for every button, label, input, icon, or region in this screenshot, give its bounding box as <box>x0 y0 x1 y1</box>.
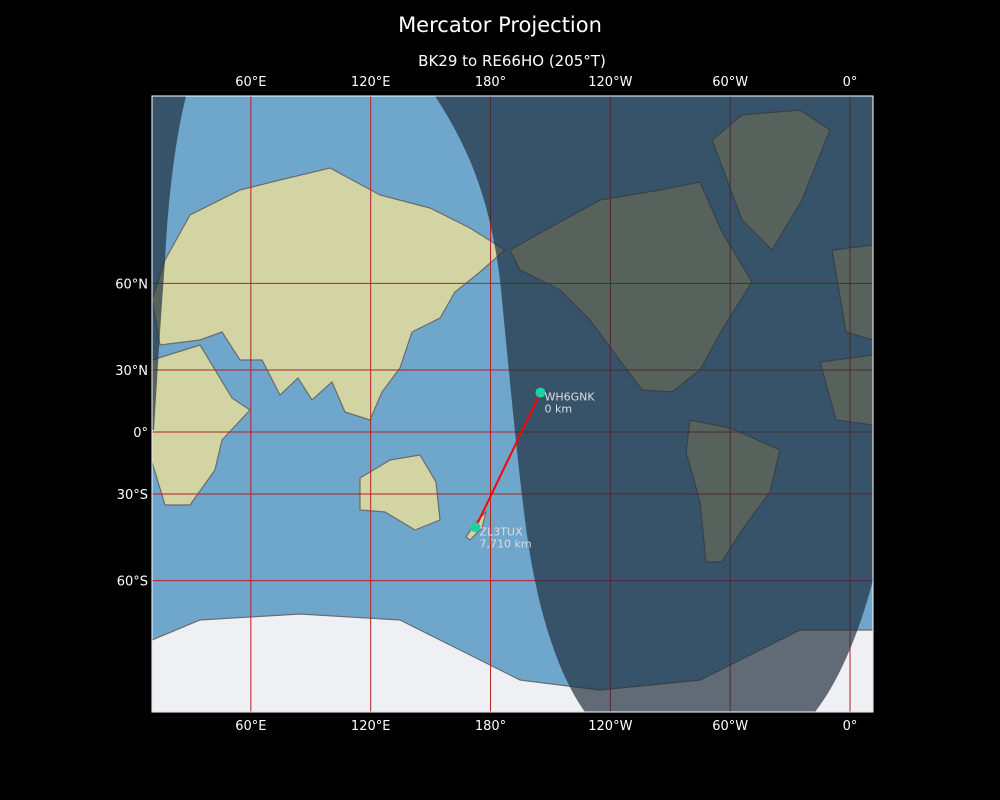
map-frame <box>151 95 874 713</box>
lat-tick-label: 30°S <box>117 488 148 503</box>
lon-tick-label-bottom: 120°W <box>588 719 632 734</box>
lon-tick-label-top: 0° <box>843 75 858 90</box>
lon-tick-label-bottom: 180° <box>475 719 506 734</box>
lon-tick-label-top: 60°W <box>712 75 748 90</box>
lon-tick-label-bottom: 60°E <box>235 719 266 734</box>
station-distance: 7,710 km <box>480 537 532 550</box>
station-marker <box>470 522 481 533</box>
lon-tick-label-bottom: 60°W <box>712 719 748 734</box>
chart-title: Mercator Projection <box>398 13 602 37</box>
night-shading <box>152 96 873 712</box>
lon-tick-label-bottom: 0° <box>843 719 858 734</box>
lat-tick-label: 60°S <box>117 575 148 590</box>
lon-tick-label-bottom: 120°E <box>351 719 391 734</box>
landmass-australia <box>359 454 441 531</box>
lon-tick-label-top: 120°E <box>351 75 391 90</box>
lat-tick-label: 30°N <box>115 364 148 379</box>
great-circle-path <box>474 392 542 528</box>
landmass-africa <box>152 344 251 506</box>
station-callsign: WH6GNK <box>544 391 595 404</box>
station-distance: 0 km <box>544 403 572 416</box>
lat-tick-label: 0° <box>133 426 148 441</box>
lon-tick-label-top: 180° <box>475 75 506 90</box>
lon-tick-label-top: 60°E <box>235 75 266 90</box>
station-marker <box>535 387 546 398</box>
lat-tick-label: 60°N <box>115 277 148 292</box>
station-callsign: ZL3TUX <box>480 525 523 538</box>
lon-tick-label-top: 120°W <box>588 75 632 90</box>
chart-subtitle: BK29 to RE66HO (205°T) <box>418 52 606 70</box>
